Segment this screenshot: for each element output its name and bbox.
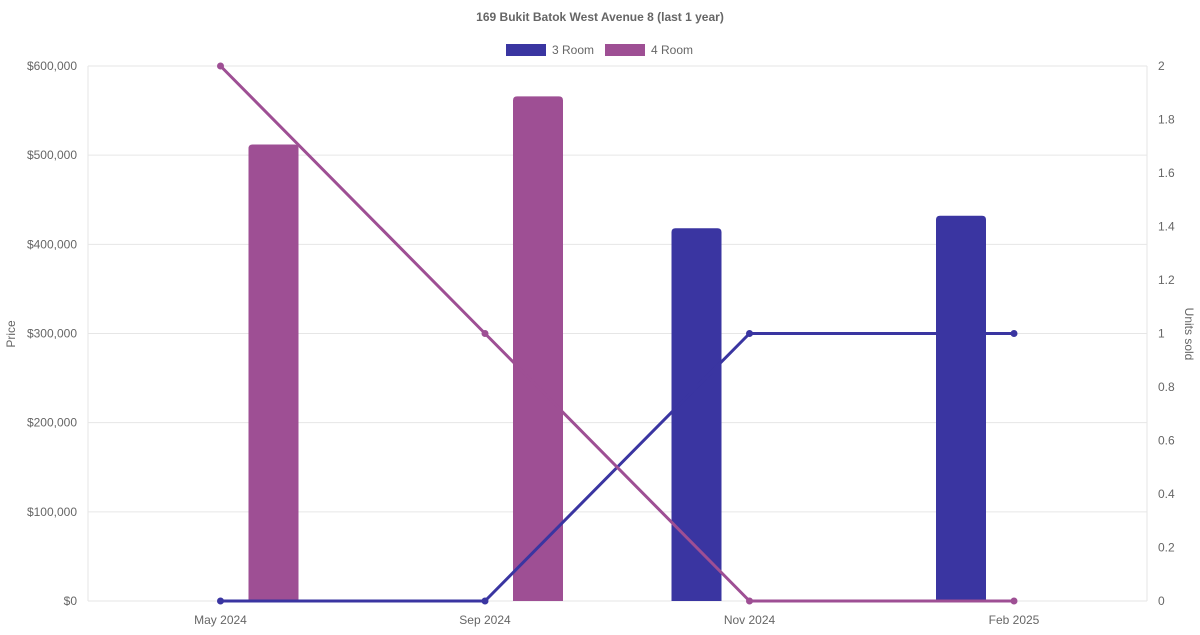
point-4-room[interactable]	[746, 597, 753, 605]
y-right-tick-label: 1.8	[1158, 113, 1175, 127]
point-4-room[interactable]	[217, 62, 224, 70]
y-right-tick-label: 2	[1158, 59, 1165, 73]
y-left-axis-title: Price	[4, 320, 18, 348]
legend-swatch-4-room	[605, 44, 645, 56]
point-3-room[interactable]	[746, 330, 753, 337]
bar-3-room[interactable]	[936, 215, 986, 602]
legend-swatch-3-room	[506, 44, 546, 56]
y-right-tick-label: 0	[1158, 594, 1165, 608]
point-4-room[interactable]	[1010, 597, 1018, 605]
legend-entry-3-room[interactable]: 3 Room	[506, 43, 594, 57]
y-right-tick-label: 0.4	[1158, 487, 1175, 501]
x-tick-label: Feb 2025	[989, 613, 1040, 627]
point-3-room[interactable]	[481, 597, 489, 605]
chart-title: 169 Bukit Batok West Avenue 8 (last 1 ye…	[476, 10, 724, 24]
y-right-tick-label: 1.6	[1158, 166, 1175, 180]
y-right-axis-title: Units sold	[1182, 308, 1196, 361]
lines	[217, 62, 1018, 605]
y-right-tick-label: 0.2	[1158, 541, 1175, 555]
bar-4-room[interactable]	[248, 144, 299, 601]
point-4-room[interactable]	[481, 330, 489, 337]
y-left-tick-label: $500,000	[27, 148, 77, 162]
y-right-axis: 0 0.2 0.4 0.6 0.8 1 1.2 1.4 1.6 1.8 2	[1158, 59, 1175, 608]
y-right-tick-label: 1.2	[1158, 273, 1175, 287]
x-tick-label: Sep 2024	[459, 613, 511, 627]
y-right-tick-label: 0.6	[1158, 434, 1175, 448]
x-tick-label: May 2024	[194, 613, 247, 627]
y-left-tick-label: $400,000	[27, 237, 77, 251]
x-tick-label: Nov 2024	[724, 613, 776, 627]
y-right-tick-label: 1	[1158, 327, 1165, 341]
point-3-room[interactable]	[217, 597, 224, 605]
y-left-tick-label: $300,000	[27, 327, 77, 341]
y-left-tick-label: $100,000	[27, 505, 77, 519]
line-4-room	[219, 64, 1014, 603]
legend-label-4-room: 4 Room	[651, 43, 693, 57]
legend: 3 Room 4 Room	[506, 43, 693, 57]
legend-label-3-room: 3 Room	[552, 43, 594, 57]
bars	[248, 96, 986, 602]
bar-4-room[interactable]	[513, 96, 563, 602]
y-left-tick-label: $600,000	[27, 59, 77, 73]
y-right-tick-label: 0.8	[1158, 380, 1175, 394]
y-left-axis: $0 $100,000 $200,000 $300,000 $400,000 $500,0…	[27, 59, 77, 608]
y-left-tick-label: $200,000	[27, 416, 77, 430]
x-axis: May 2024 Sep 2024 Nov 2024 Feb 2025	[194, 613, 1040, 627]
legend-entry-4-room[interactable]: 4 Room	[605, 43, 693, 57]
bar-3-room[interactable]	[671, 228, 722, 602]
y-right-tick-label: 1.4	[1158, 220, 1175, 234]
y-left-tick-label: $0	[64, 594, 78, 608]
point-3-room[interactable]	[1010, 330, 1018, 337]
